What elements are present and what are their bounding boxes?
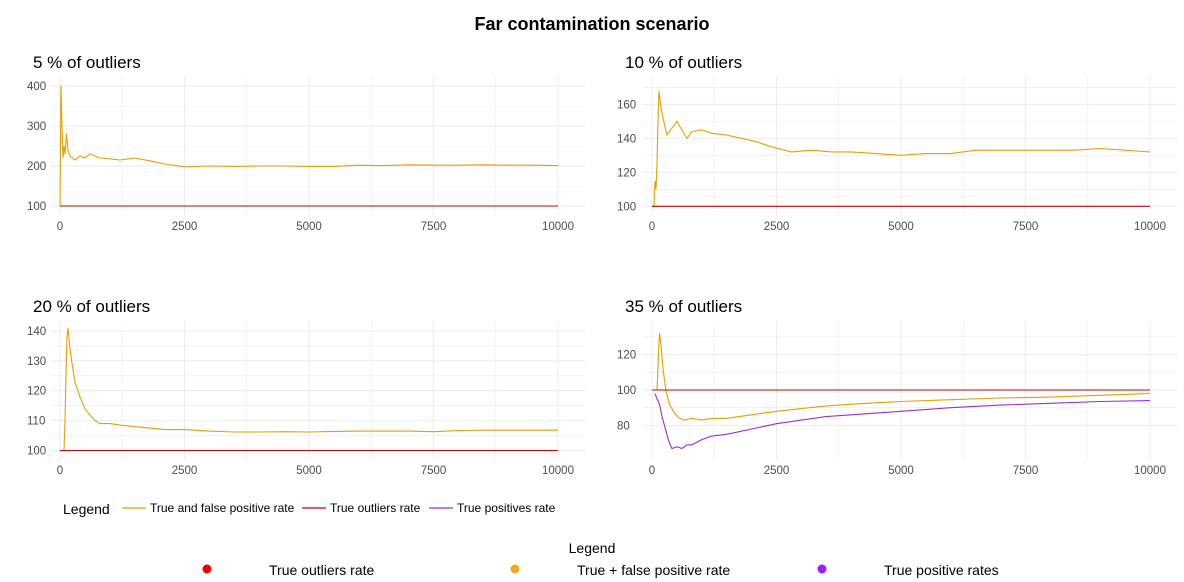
line-legend: Legend True and false positive rate True… — [63, 501, 556, 517]
y-tick-label: 120 — [617, 350, 636, 362]
y-tick-label: 300 — [27, 121, 46, 133]
point-legend-label-purple: True positive rates — [884, 562, 999, 578]
panel-title-2: 10 % of outliers — [625, 53, 742, 72]
x-tick-label: 2500 — [764, 221, 790, 233]
series-line-orange — [656, 333, 1151, 421]
y-tick-label: 100 — [27, 201, 46, 213]
y-tick-label: 100 — [27, 446, 46, 458]
line-legend-title: Legend — [63, 501, 110, 517]
x-tick-label: 0 — [649, 465, 655, 477]
x-tick-label: 2500 — [172, 221, 198, 233]
y-tick-label: 80 — [617, 420, 630, 432]
panel-20pct: 0 2500 5000 7500 10000 100 110 120 130 140 — [27, 321, 585, 477]
y-tick-label: 160 — [617, 99, 636, 111]
y-tick-label: 200 — [27, 161, 46, 173]
grid — [643, 77, 1177, 215]
panel-title-1: 5 % of outliers — [33, 53, 141, 72]
line-legend-label-orange: True and false positive rate — [150, 501, 295, 515]
x-tick-label: 7500 — [421, 221, 447, 233]
y-tick-label: 400 — [27, 81, 46, 93]
panel-5pct: 0 2500 5000 7500 10000 100 200 300 400 — [27, 77, 585, 233]
series-line-orange — [60, 327, 558, 452]
x-tick-label: 7500 — [421, 465, 447, 477]
point-legend-dot-red — [202, 564, 212, 574]
x-tick-label: 0 — [649, 221, 655, 233]
series-line-purple — [654, 393, 1151, 450]
x-tick-label: 10000 — [1134, 465, 1166, 477]
grid — [51, 77, 585, 215]
x-tick-label: 7500 — [1013, 465, 1039, 477]
x-tick-label: 5000 — [888, 465, 914, 477]
series-line-orange — [652, 90, 1151, 207]
grid — [51, 321, 585, 459]
main-title: Far contamination scenario — [474, 14, 709, 34]
line-legend-label-purple: True positives rate — [457, 501, 556, 515]
x-tick-label: 10000 — [1134, 221, 1166, 233]
x-tick-label: 0 — [57, 221, 63, 233]
x-tick-label: 10000 — [542, 221, 574, 233]
point-legend-label-red: True outliers rate — [269, 562, 375, 578]
y-tick-label: 120 — [617, 167, 636, 179]
x-tick-label: 5000 — [296, 221, 322, 233]
line-legend-label-red: True outliers rate — [330, 501, 421, 515]
x-tick-label: 0 — [57, 465, 63, 477]
x-tick-label: 2500 — [172, 465, 198, 477]
point-legend-dot-purple — [817, 564, 827, 574]
y-tick-label: 100 — [617, 385, 636, 397]
panel-title-4: 35 % of outliers — [625, 297, 742, 316]
panel-35pct: 0 2500 5000 7500 10000 80 100 120 — [617, 321, 1177, 477]
x-tick-label: 5000 — [296, 465, 322, 477]
y-tick-label: 110 — [27, 416, 45, 428]
y-tick-label: 120 — [27, 386, 46, 398]
y-tick-label: 130 — [27, 356, 46, 368]
y-tick-label: 100 — [617, 201, 636, 213]
y-tick-label: 140 — [617, 133, 636, 145]
point-legend-dot-orange — [510, 564, 520, 574]
panel-title-3: 20 % of outliers — [33, 297, 150, 316]
x-tick-label: 10000 — [542, 465, 574, 477]
x-tick-label: 2500 — [764, 465, 790, 477]
x-tick-label: 7500 — [1013, 221, 1039, 233]
x-tick-label: 5000 — [888, 221, 914, 233]
panel-10pct: 0 2500 5000 7500 10000 100 120 140 160 — [617, 77, 1177, 233]
point-legend-label-orange: True + false positive rate — [577, 562, 730, 578]
point-legend-title: Legend — [569, 540, 616, 556]
point-legend: Legend True outliers rate True + false p… — [202, 540, 999, 578]
series-line-orange — [59, 85, 559, 207]
y-tick-label: 140 — [27, 326, 46, 338]
